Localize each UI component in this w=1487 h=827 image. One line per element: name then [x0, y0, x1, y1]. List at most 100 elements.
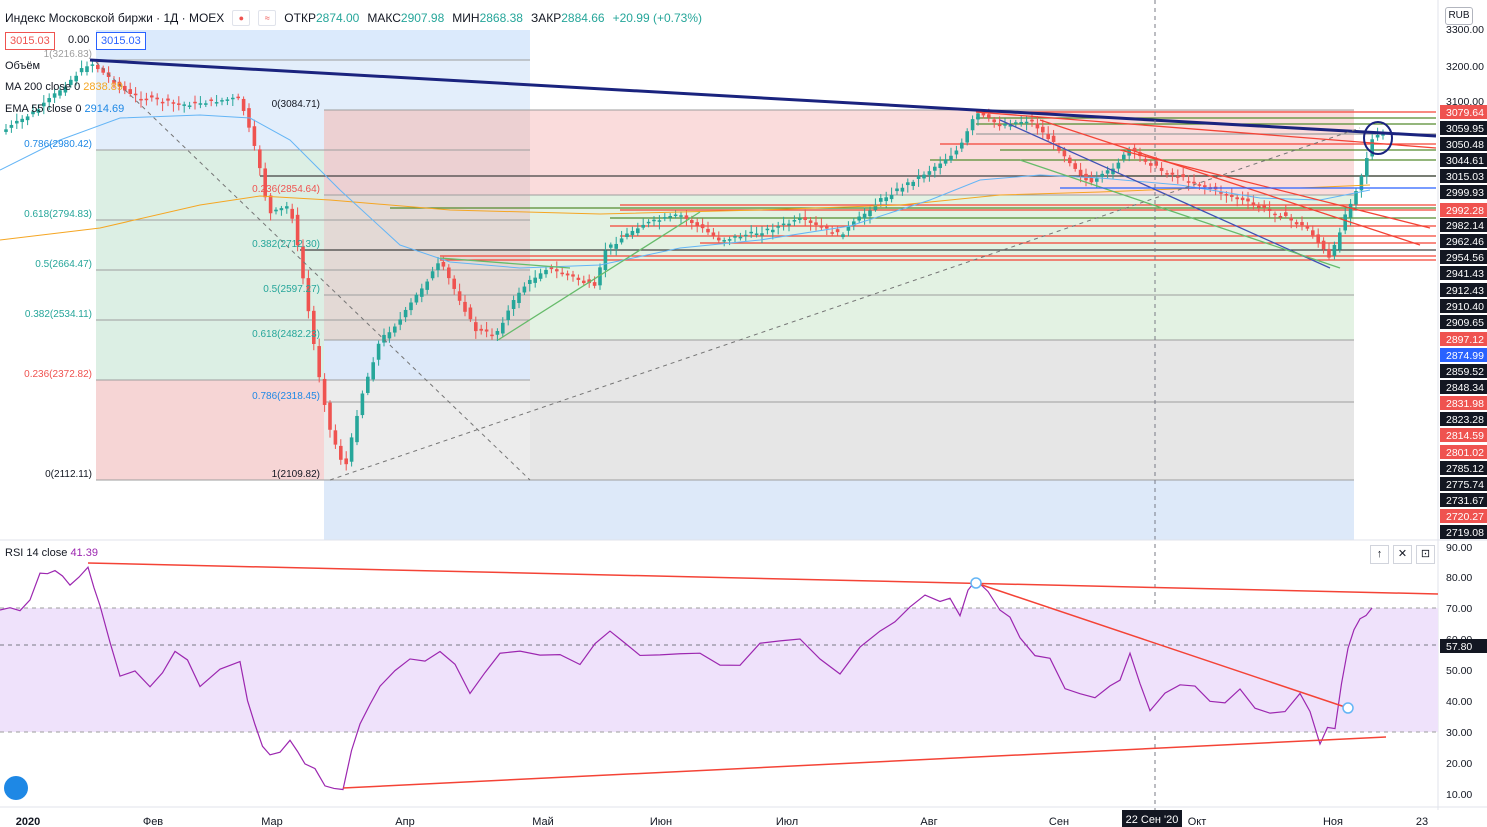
price-axis-label: 3050.48	[1446, 139, 1484, 151]
buy-price-badge[interactable]: 3015.03	[96, 32, 146, 50]
candle-body	[1251, 202, 1256, 205]
price-tag-box	[1440, 509, 1487, 523]
rsi-move-up-button[interactable]: ↑	[1370, 545, 1389, 564]
candle-body	[1300, 222, 1304, 226]
candle-body	[744, 234, 748, 237]
candle-body	[349, 437, 354, 462]
candle-body	[706, 228, 710, 233]
candle-body	[1240, 197, 1245, 201]
candle-body	[1246, 198, 1250, 202]
candle-body	[754, 233, 759, 235]
candle-body	[306, 278, 311, 312]
candle-body	[927, 171, 932, 175]
volume-legend[interactable]: Объём	[5, 59, 40, 74]
candle-body	[879, 198, 883, 202]
candle-body	[1278, 215, 1283, 218]
candle-body	[1159, 167, 1164, 171]
candle-body	[490, 334, 494, 337]
candle-body	[711, 232, 716, 236]
price-axis-label: 3079.64	[1446, 107, 1484, 119]
fib-zone-darkred	[324, 110, 530, 340]
rsi-maximize-button[interactable]: ⊡	[1416, 545, 1435, 564]
fib-label-mid: 0.618(2482.23)	[252, 329, 320, 340]
price-axis[interactable]: 3300.003200.003100.003079.643059.953050.…	[1440, 24, 1487, 539]
candle-body	[636, 228, 640, 234]
candle-body	[846, 226, 851, 231]
price-tag-box	[1440, 348, 1487, 362]
candle-body	[15, 120, 19, 124]
candle-body	[79, 68, 84, 73]
rsi-legend[interactable]: RSI 14 close 41.39	[5, 546, 98, 561]
rsi-axis-label: 90.00	[1446, 542, 1472, 554]
candle-body	[301, 246, 305, 279]
time-axis[interactable]: 2020 Фев Мар Апр Май Июн Июл Авг Сен Окт Ноя 23 22 С…	[16, 810, 1428, 827]
candle-body	[700, 224, 705, 229]
alert-icon[interactable]: ●	[232, 10, 251, 26]
price-tag-box	[1440, 477, 1487, 491]
symbol-title[interactable]: Индекс Московской биржи · 1Д · MOEX	[5, 11, 225, 25]
price-tag-box	[1440, 218, 1487, 232]
fib-zone-grey-right	[530, 340, 1354, 480]
candle-body	[220, 100, 224, 102]
fib-zone-red-left	[96, 380, 324, 480]
candle-body	[938, 163, 942, 168]
fib-zone-white-right	[1354, 30, 1438, 540]
candle-body	[1327, 248, 1331, 258]
price-axis-label: 3300.00	[1446, 24, 1484, 36]
compare-icon[interactable]: ≈	[258, 10, 277, 26]
candle-body	[1078, 169, 1083, 176]
candle-body	[1046, 134, 1050, 140]
ema55-legend[interactable]: EMA 55 close 0 2914.69	[5, 102, 124, 117]
time-axis-label: Авг	[920, 816, 937, 827]
currency-button[interactable]: RUB	[1445, 7, 1473, 25]
candle-body	[960, 142, 964, 149]
time-axis-label: Июл	[776, 816, 798, 827]
candle-body	[522, 286, 527, 293]
candle-body	[765, 228, 770, 231]
candle-body	[544, 269, 548, 275]
candle-body	[1127, 150, 1131, 156]
candle-body	[1111, 168, 1115, 175]
price-tag-box	[1440, 493, 1487, 507]
candle-body	[1192, 181, 1196, 184]
candle-body	[1143, 158, 1148, 162]
price-axis-label: 2801.02	[1446, 447, 1484, 459]
price-axis-label: 2814.59	[1446, 430, 1484, 442]
candle-body	[393, 326, 397, 333]
rsi-anchor-top[interactable]	[970, 577, 982, 589]
candle-body	[441, 261, 446, 267]
rsi-anchor-bottom[interactable]	[1342, 702, 1354, 714]
candle-body	[85, 66, 89, 73]
candle-body	[25, 116, 30, 121]
candle-body	[20, 118, 24, 123]
rsi-axis[interactable]: 90.0080.0070.0060.0050.0040.0030.0020.00…	[1440, 542, 1487, 801]
candle-body	[1170, 172, 1175, 175]
candle-body	[1014, 122, 1018, 124]
tradingview-logo-icon[interactable]	[4, 776, 28, 800]
candle-body	[312, 310, 316, 344]
candle-body	[771, 229, 775, 233]
candle-body	[1019, 122, 1023, 124]
price-axis-label: 2941.43	[1446, 268, 1484, 280]
candle-body	[339, 445, 343, 460]
ma200-legend[interactable]: MA 200 close 0 2838.89	[5, 80, 123, 95]
candle-body	[576, 277, 581, 280]
price-axis-label: 2912.43	[1446, 285, 1484, 297]
candle-body	[74, 75, 78, 82]
price-tag-box	[1440, 137, 1487, 151]
ema55-label: EMA 55 close 0	[5, 103, 82, 115]
fib-label-mid: 0.236(2854.64)	[252, 184, 320, 195]
candle-body	[1051, 135, 1056, 142]
close-value: 2884.66	[561, 11, 605, 25]
candle-body	[447, 267, 451, 279]
sell-price-badge[interactable]: 3015.03	[5, 32, 55, 50]
fib-label-left: 0.618(2794.83)	[24, 209, 92, 220]
candle-body	[776, 226, 780, 228]
price-axis-label: 2897.12	[1446, 334, 1484, 346]
fib-label-mid: 0(3084.71)	[272, 99, 320, 110]
rsi-close-button[interactable]: ✕	[1393, 545, 1412, 564]
candle-body	[538, 273, 543, 279]
candle-body	[603, 250, 608, 271]
candle-body	[592, 282, 597, 286]
